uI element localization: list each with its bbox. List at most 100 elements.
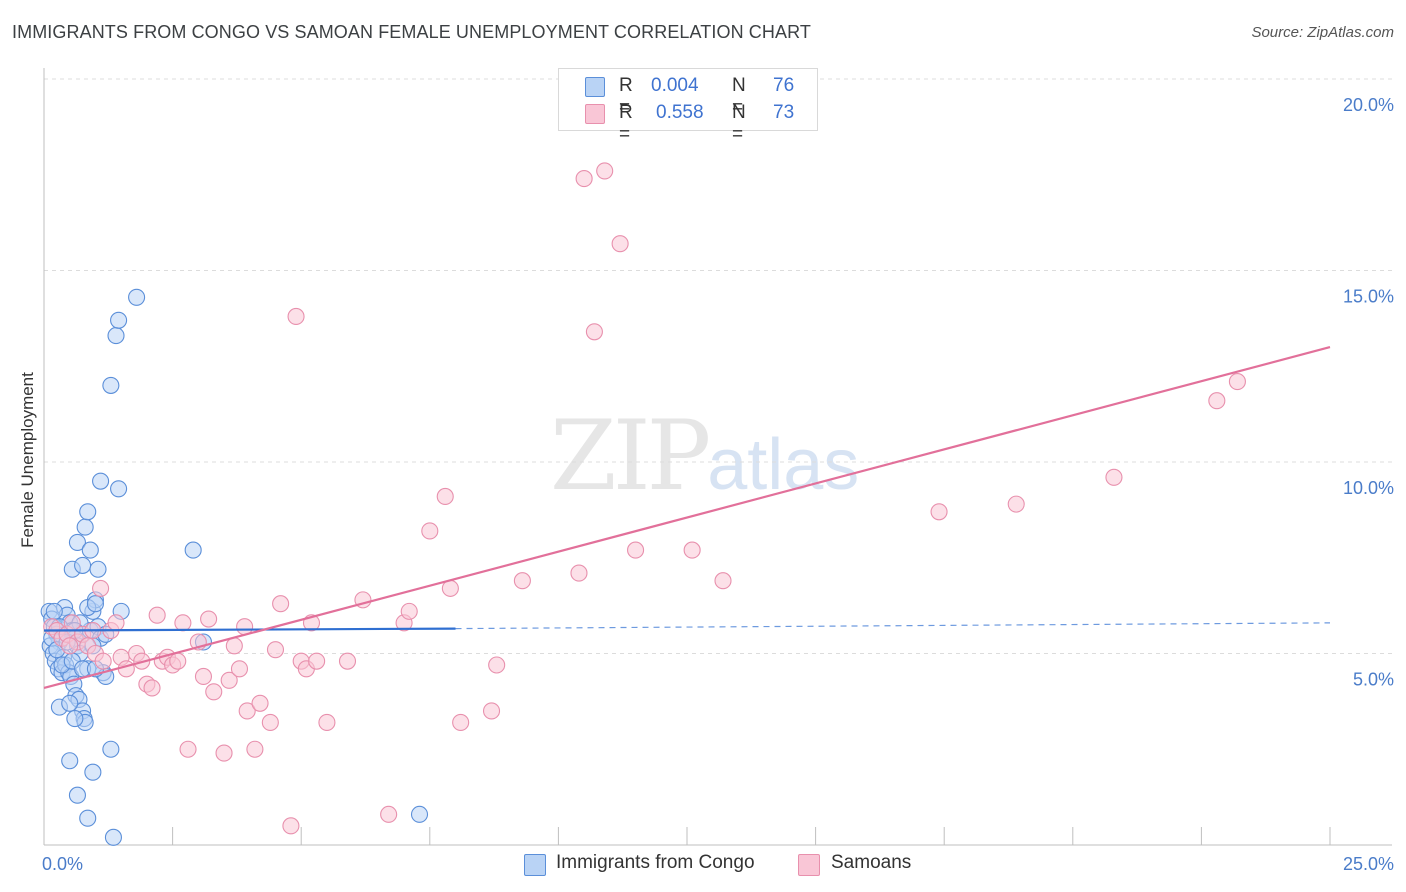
data-point [194, 667, 213, 686]
data-point [81, 541, 99, 559]
data-point [61, 752, 79, 770]
data-point [128, 288, 146, 306]
legend-samoan-label: Samoans [831, 852, 912, 873]
data-point [230, 660, 249, 678]
r-label: R = [619, 102, 633, 145]
axes [43, 68, 1392, 846]
x-ticks [43, 827, 1331, 845]
data-point [61, 637, 79, 655]
data-point [148, 606, 166, 624]
data-point [714, 572, 732, 590]
data-point [421, 522, 439, 540]
data-point [102, 740, 120, 758]
data-point [338, 652, 357, 670]
data-point [266, 641, 285, 659]
trend-lines [43, 346, 1331, 690]
legend-congo-label: Immigrants from Congo [556, 852, 755, 873]
data-point [104, 828, 122, 846]
congo-trend-extension [455, 622, 1331, 630]
data-point [102, 376, 120, 394]
data-point [513, 572, 531, 590]
data-point [1208, 392, 1226, 410]
data-point [627, 541, 645, 559]
data-point [94, 652, 112, 670]
data-point [215, 744, 233, 762]
data-point [380, 805, 398, 823]
data-point [107, 614, 125, 632]
r-value: 0.558 [656, 102, 704, 123]
data-point [261, 713, 279, 731]
data-point [68, 533, 86, 551]
data-point [117, 660, 135, 678]
congo-swatch [585, 77, 605, 97]
source-label: Source: ZipAtlas.com [1251, 24, 1394, 41]
data-point [238, 702, 256, 720]
data-point [400, 602, 418, 620]
data-point [61, 694, 79, 712]
data-point [107, 327, 125, 345]
series-congo-points [40, 288, 429, 846]
data-point [89, 560, 107, 578]
x-tick-label-max: 25.0% [1343, 854, 1394, 874]
data-point [585, 323, 603, 341]
data-point [251, 694, 269, 712]
data-point [110, 311, 128, 329]
data-point [184, 541, 202, 559]
data-point [68, 786, 86, 804]
n-label: N = [732, 75, 746, 118]
data-point [225, 637, 243, 655]
data-point [282, 817, 300, 835]
data-point [45, 602, 63, 620]
data-point [66, 710, 84, 728]
data-point [570, 564, 588, 582]
data-point [220, 671, 238, 689]
data-point [611, 235, 629, 253]
data-point [110, 480, 128, 498]
data-point [272, 595, 290, 613]
data-point [930, 503, 948, 521]
samoan-trend-line [43, 346, 1331, 690]
data-point [84, 763, 102, 781]
n-value: 76 [773, 75, 795, 96]
data-point [683, 541, 701, 559]
n-label: N = [732, 102, 746, 145]
data-point [575, 170, 593, 188]
data-point [79, 503, 97, 521]
legend-samoan-swatch [798, 854, 820, 876]
data-point [86, 595, 104, 613]
legend-congo-swatch [524, 854, 546, 876]
data-point [79, 809, 97, 827]
congo-trend-line [43, 627, 456, 632]
data-point [200, 610, 218, 628]
data-point [482, 702, 501, 720]
data-point [436, 487, 454, 506]
y-tick-label: 15.0% [1343, 287, 1394, 307]
data-point [1228, 373, 1246, 391]
gridlines [44, 78, 1392, 654]
data-point [76, 518, 94, 536]
data-point [179, 740, 197, 758]
data-point [74, 556, 92, 574]
chart-title: IMMIGRANTS FROM CONGO VS SAMOAN FEMALE U… [12, 22, 811, 42]
data-point [92, 579, 110, 597]
data-point [410, 805, 429, 823]
data-point [174, 614, 192, 632]
data-point [308, 652, 326, 670]
n-value: 73 [773, 102, 795, 123]
samoan-swatch [585, 104, 605, 124]
watermark-zip: ZIP [550, 400, 711, 512]
y-tick-label: 5.0% [1353, 670, 1394, 690]
y-tick-label: 10.0% [1343, 478, 1394, 498]
data-point [169, 652, 187, 670]
data-point [1007, 495, 1025, 513]
stats-legend: R = 0.004 N = 76 R = 0.558 N = 73 [558, 68, 818, 145]
data-point [143, 679, 161, 697]
data-point [92, 472, 110, 490]
x-tick-label-min: 0.0% [42, 854, 83, 874]
data-point [1105, 468, 1123, 486]
data-point [287, 307, 305, 326]
watermark: ZIPatlas [550, 400, 859, 512]
data-point [488, 656, 506, 674]
data-point [596, 162, 614, 180]
